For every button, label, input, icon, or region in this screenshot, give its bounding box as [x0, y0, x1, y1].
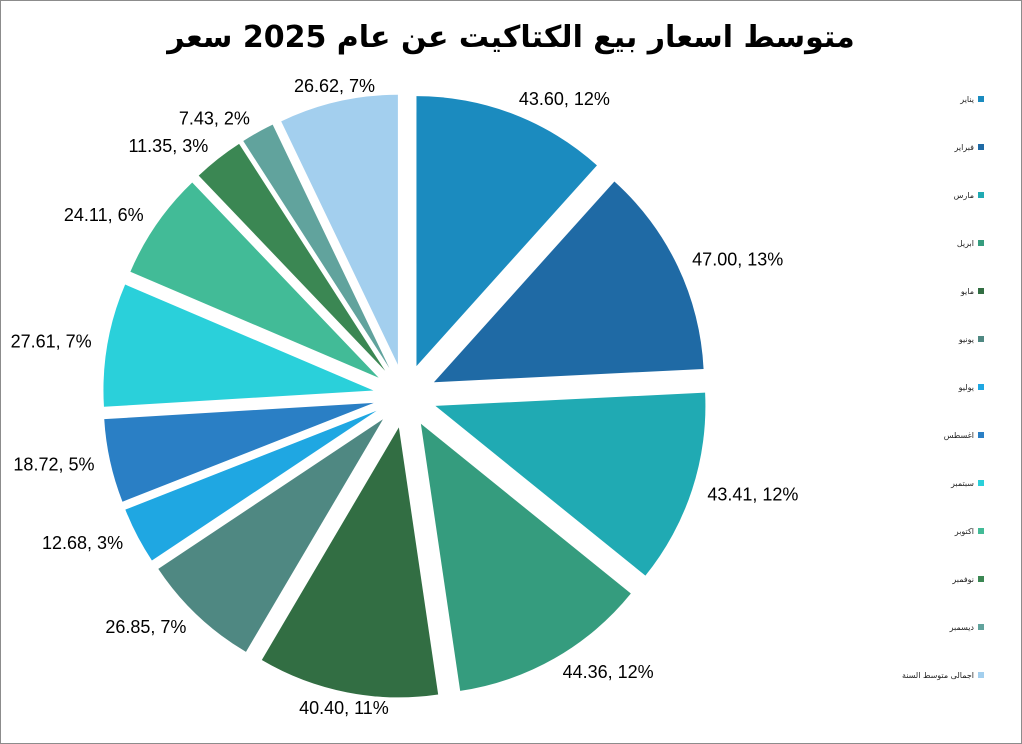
data-label: 27.61, 7% [11, 332, 92, 352]
pie-slice [198, 143, 386, 371]
pie-slice [103, 284, 374, 407]
legend-label: نوفمبر [952, 574, 974, 584]
data-label: 7.43, 2% [179, 108, 250, 128]
pie-slice [243, 124, 390, 369]
legend-swatch [978, 240, 984, 246]
legend-label: يونيو [958, 334, 974, 344]
legend-label: مارس [953, 190, 974, 200]
chart-title: متوسط اسعار بيع الكتاكيت عن عام 2025 سعر [167, 20, 855, 55]
legend-label: اكتوبر [954, 526, 974, 536]
legend-label: يناير [960, 94, 974, 104]
legend-item: اجمالى متوسط السنة [902, 668, 984, 682]
data-label: 26.62, 7% [294, 76, 375, 96]
legend-swatch [978, 96, 984, 102]
pie-slice [261, 427, 439, 698]
legend-swatch [978, 384, 984, 390]
legend-swatch [978, 288, 984, 294]
data-label: 43.41, 12% [707, 485, 798, 505]
legend-item: فبراير [918, 140, 984, 154]
legend-item: يوليو [918, 380, 984, 394]
legend-label: يوليو [958, 382, 974, 392]
legend-swatch [978, 480, 984, 486]
data-label: 43.60, 12% [519, 89, 610, 109]
legend-item: ابريل [918, 236, 984, 250]
pie-slice [433, 181, 704, 383]
legend-item: مارس [918, 188, 984, 202]
legend-swatch [978, 192, 984, 198]
data-label: 26.85, 7% [105, 617, 186, 637]
legend-label: اجمالى متوسط السنة [901, 670, 974, 680]
pie-slice [435, 392, 706, 576]
legend-swatch [978, 528, 984, 534]
pie-slice [158, 419, 384, 652]
legend-swatch [978, 336, 984, 342]
legend-swatch [978, 144, 984, 150]
legend-label: سبتمبر [951, 478, 974, 488]
legend-label: فبراير [954, 142, 974, 152]
legend-swatch [978, 576, 984, 582]
legend-item: مايو [918, 284, 984, 298]
legend-item: اكتوبر [918, 524, 984, 538]
pie-slice [125, 410, 377, 561]
legend-swatch [978, 432, 984, 438]
pie-slice [281, 94, 398, 365]
legend-item: اغسطس [918, 428, 984, 442]
legend-item: سبتمبر [918, 476, 984, 490]
legend-label: ديسمبر [949, 622, 974, 632]
legend-item: يناير [918, 92, 984, 106]
data-label: 24.11, 6% [64, 205, 144, 225]
legend-item: ديسمبر [918, 620, 984, 634]
data-label: 12.68, 3% [42, 533, 123, 553]
legend-swatch [978, 624, 984, 630]
legend-label: اغسطس [943, 430, 974, 440]
data-label: 11.35, 3% [129, 136, 209, 156]
pie-slice [420, 423, 631, 691]
data-label: 18.72, 5% [13, 455, 94, 475]
pie-slice [130, 182, 379, 378]
legend-label: ابريل [956, 238, 974, 248]
data-label: 40.40, 11% [299, 698, 389, 718]
data-label: 44.36, 12% [563, 662, 654, 682]
legend-swatch [978, 672, 984, 678]
pie-slice [104, 402, 374, 502]
legend-label: مايو [960, 286, 974, 296]
data-label: 47.00, 13% [692, 249, 783, 269]
legend-item: نوفمبر [918, 572, 984, 586]
pie-slice [416, 96, 597, 367]
legend-item: يونيو [918, 332, 984, 346]
